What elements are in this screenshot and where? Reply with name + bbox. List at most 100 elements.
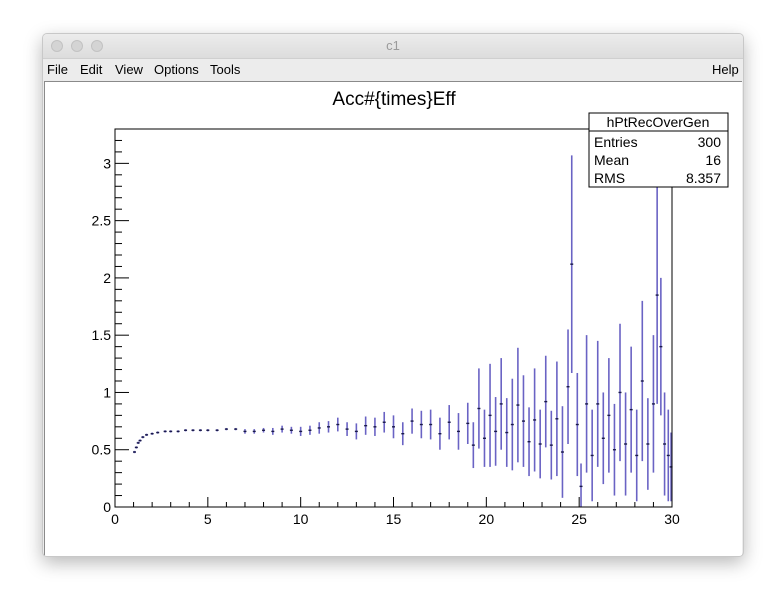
data-point [169,430,173,433]
data-point [538,409,542,479]
data-point [206,429,210,432]
data-point [560,406,564,498]
data-point [505,398,509,467]
menu-bar: File Edit View Options Tools Help [43,59,743,81]
plot-frame [114,128,673,508]
menu-options[interactable]: Options [154,62,199,77]
menu-tools[interactable]: Tools [210,62,241,77]
menu-help[interactable]: Help [712,62,739,77]
data-point [392,415,395,439]
data-point [533,368,537,472]
data-point [184,429,188,432]
data-point [308,425,312,435]
menu-edit[interactable]: Edit [80,62,103,77]
data-point [601,392,605,485]
close-window-button[interactable] [51,40,63,52]
data-point [579,463,583,507]
data-point [494,397,498,466]
data-points [132,155,673,507]
x-tick-label: 15 [386,511,402,527]
zoom-window-button[interactable] [91,40,103,52]
data-point [488,363,492,467]
title-bar: c1 [43,34,743,59]
data-point [544,355,548,448]
app-window: c1 File Edit View Options Tools Help Acc… [42,33,744,557]
data-point [477,368,481,449]
stats-box-border [588,112,729,188]
data-point [510,378,514,471]
data-point [419,410,423,439]
data-point [410,408,414,434]
data-point [640,300,644,462]
stats-box[interactable]: hPtRecOverGen Entries 300 Mean 16 RMS 8.… [588,112,729,188]
data-point [549,410,553,480]
chart-title: Acc#{times}Eff [332,89,456,110]
stats-label-rms: RMS [594,170,625,186]
data-point [299,426,303,436]
data-point [198,429,202,432]
stats-value-mean: 16 [705,152,721,168]
data-point [471,422,475,469]
data-point [132,450,136,454]
data-point [666,409,670,502]
data-point [570,155,574,373]
data-point [382,411,386,433]
data-point [612,403,616,496]
y-tick-label: 2 [103,270,111,286]
data-point [516,347,520,463]
stats-label-entries: Entries [594,134,638,150]
data-point [317,422,321,434]
data-point [655,186,659,404]
histogram-plot: Acc#{times}Eff 0 5 10 15 20 25 3000.511.522.53… [92,89,729,527]
data-point [354,423,358,440]
data-point [555,361,559,477]
y-tick-label: 1.5 [92,327,112,343]
menu-view[interactable]: View [115,62,143,77]
window-title: c1 [386,38,400,53]
data-point [138,439,142,442]
y-tick-label: 3 [103,155,111,171]
plot-canvas[interactable]: Acc#{times}Eff 0 5 10 15 20 25 30 0 0.5 1 1.5 2 2.5 3… [44,81,742,556]
data-point [646,398,650,490]
data-point [336,417,340,432]
y-tick-label: 0 [103,499,111,515]
data-point [401,422,405,446]
data-point [191,429,195,432]
data-point [447,405,451,440]
data-point [176,430,180,433]
stats-label-mean: Mean [594,152,629,168]
x-tick-label: 30 [664,511,680,527]
data-point [456,413,460,450]
stats-name: hPtRecOverGen [607,114,710,130]
data-point [141,435,145,439]
x-tick-label: 25 [571,511,587,527]
data-point [596,340,600,467]
data-point [590,409,594,502]
y-tick-label: 1 [103,384,111,400]
menu-file[interactable]: File [47,62,68,77]
x-tick-label: 10 [293,511,309,527]
data-point [663,392,667,496]
data-point [252,429,256,434]
data-point [364,416,368,435]
data-point [156,431,160,434]
y-tick-label: 2.5 [92,213,112,229]
data-point [262,427,266,433]
stats-value-entries: 300 [698,134,722,150]
data-point [438,417,442,450]
data-point [134,446,138,449]
x-tick-label: 0 [111,511,119,527]
data-point [289,426,293,434]
data-point [136,441,140,444]
data-point [607,358,611,473]
stats-value-rms: 8.357 [686,170,721,186]
minimize-window-button[interactable] [71,40,83,52]
data-point [429,409,433,440]
data-point [651,335,655,473]
data-point [243,429,247,434]
data-point [373,417,377,436]
data-point [521,375,525,467]
data-point [635,409,639,502]
data-point [234,427,238,431]
data-point [659,277,663,416]
